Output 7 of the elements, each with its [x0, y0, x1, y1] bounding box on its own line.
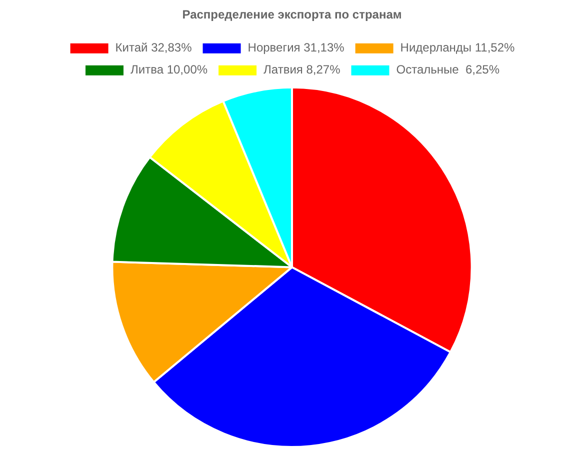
legend-label: Нидерланды 11,52% — [400, 40, 516, 55]
legend-label: Литва 10,00% — [130, 62, 208, 77]
chart-title: Распределение экспорта по странам — [182, 8, 402, 22]
legend-label: Норвегия 31,13% — [248, 40, 345, 55]
legend-label: Остальные 6,25% — [396, 62, 500, 77]
legend-label: Латвия 8,27% — [264, 62, 341, 77]
legend-label: Китай 32,83% — [115, 40, 192, 55]
